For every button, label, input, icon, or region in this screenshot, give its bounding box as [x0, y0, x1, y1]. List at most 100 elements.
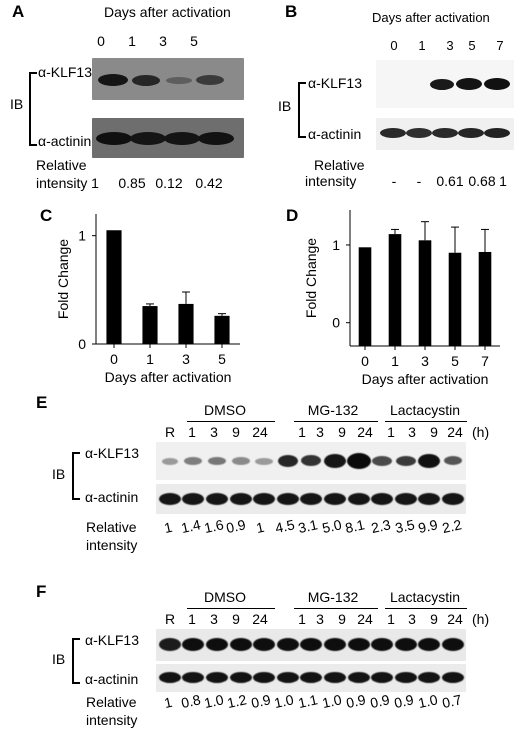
lane-label: 1: [128, 33, 136, 49]
bar: [418, 240, 432, 346]
band: [300, 493, 323, 505]
group-underline: [187, 608, 275, 609]
panel-label-d: D: [286, 206, 299, 225]
intensity-value: 1.0: [320, 691, 344, 711]
intensity-value: 0.12: [155, 175, 183, 191]
klf13-blot: [376, 60, 514, 108]
band: [458, 128, 484, 138]
band: [394, 493, 417, 505]
unit-label: (h): [472, 424, 490, 440]
band: [198, 132, 234, 145]
ib-label: IB: [278, 98, 292, 114]
ib-bracket: [298, 82, 306, 138]
intensity-value: 0.85: [118, 175, 146, 191]
band: [347, 672, 370, 683]
klf13-blot: [92, 58, 244, 100]
x-tick-label: 3: [182, 351, 190, 367]
lane-label: 24: [252, 424, 268, 440]
chart-d: 0 1 0 1 3 5 7 Days after activation Fold Change: [303, 210, 500, 387]
intensity-label: intensity: [305, 173, 357, 189]
lane-label: 0: [390, 38, 398, 53]
band: [371, 638, 394, 651]
lane-label: 1: [298, 611, 306, 627]
band: [456, 78, 482, 90]
bar: [214, 315, 230, 344]
band: [206, 493, 228, 505]
band: [324, 638, 346, 651]
band: [347, 493, 370, 505]
panel-label-c: C: [40, 206, 53, 225]
bar: [178, 303, 194, 344]
band: [158, 493, 181, 505]
ib-label: IB: [52, 466, 66, 482]
group-underline: [294, 608, 378, 609]
band: [98, 74, 128, 86]
lane-label: 9: [430, 424, 438, 440]
band: [442, 672, 464, 683]
panel-label-b: B: [285, 2, 298, 21]
actinin-row-label: α-actinin: [308, 126, 362, 142]
band: [371, 672, 394, 683]
band: [229, 638, 252, 651]
lane-label: 5: [190, 33, 198, 49]
band: [276, 638, 299, 651]
x-tick-label: 5: [451, 353, 459, 369]
bar: [448, 252, 462, 346]
y-tick-label: 0: [332, 315, 340, 331]
band: [182, 672, 205, 683]
band: [182, 638, 205, 651]
band: [346, 453, 371, 469]
band: [380, 128, 406, 138]
intensity-value: 1: [91, 175, 99, 191]
group-underline: [385, 608, 467, 609]
y-tick-label: 1: [332, 237, 340, 253]
band: [253, 638, 276, 651]
y-axis-label: Fold Change: [55, 239, 71, 319]
bar: [478, 251, 492, 346]
lane-label: 5: [468, 38, 476, 53]
x-tick-label: 1: [146, 351, 154, 367]
lane-label: 3: [316, 611, 324, 627]
intensity-value: 2.2: [440, 516, 464, 536]
band: [394, 638, 417, 651]
x-tick-label: 5: [218, 351, 226, 367]
unit-label: (h): [472, 611, 490, 627]
relative-label: Relative: [86, 519, 137, 535]
klf13-blot: [156, 629, 466, 661]
lane-label: 24: [357, 611, 373, 627]
group-label: Lactacystin: [389, 402, 461, 418]
intensity-value: 8.1: [343, 516, 367, 536]
lane-label: 24: [447, 424, 463, 440]
actinin-row-label: α-actinin: [85, 489, 139, 505]
band: [406, 128, 432, 138]
panel-label-e: E: [36, 393, 48, 412]
lane-label: R: [164, 611, 176, 627]
lane-label: 9: [430, 611, 438, 627]
group-underline: [187, 421, 275, 422]
band: [130, 132, 166, 145]
intensity-value: 1.2: [225, 691, 249, 711]
intensity-value: 1.6: [202, 516, 226, 536]
lane-label: 9: [338, 424, 346, 440]
ib-bracket: [72, 452, 80, 500]
band: [206, 638, 228, 651]
intensity-value: 2.3: [369, 516, 393, 536]
band: [444, 456, 462, 465]
intensity-value: 0.42: [195, 175, 223, 191]
band: [395, 456, 416, 466]
band: [484, 128, 510, 138]
lane-label: 1: [387, 424, 395, 440]
lane-label: 1: [188, 611, 196, 627]
chart-c: 0 1 0 1 3 5 Days after activation Fold Change: [55, 214, 240, 385]
group-label: Lactacystin: [389, 589, 461, 605]
band: [206, 672, 228, 683]
band: [208, 457, 226, 465]
intensity-value: 1.4: [179, 516, 203, 536]
panel-a-title: Days after activation: [104, 4, 231, 20]
band: [164, 132, 200, 145]
relative-label: Relative: [36, 157, 87, 173]
lane-label: 3: [210, 611, 218, 627]
x-axis-label: Days after activation: [362, 371, 489, 387]
group-label: MG-132: [307, 589, 359, 605]
lane-label: 9: [232, 424, 240, 440]
